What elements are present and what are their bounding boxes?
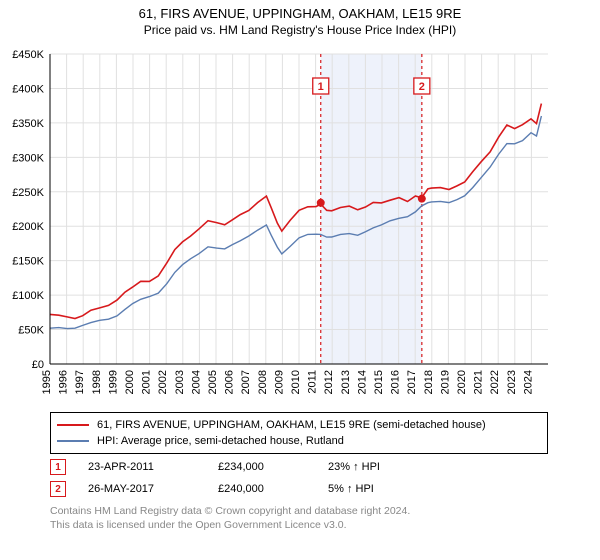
sale-date-1: 23-APR-2011 xyxy=(88,461,218,473)
svg-text:2009: 2009 xyxy=(273,370,285,394)
svg-text:2: 2 xyxy=(419,81,425,93)
svg-text:2020: 2020 xyxy=(456,370,468,394)
chart-area: £0 £50K £100K £150K £200K £250K £300K £350K £400… xyxy=(0,44,600,404)
svg-text:£300K: £300K xyxy=(12,152,44,164)
svg-text:2021: 2021 xyxy=(473,370,485,394)
svg-text:1: 1 xyxy=(318,81,324,93)
sale-diff-2: 5% ↑ HPI xyxy=(328,483,448,495)
svg-text:1997: 1997 xyxy=(74,370,86,394)
svg-text:2011: 2011 xyxy=(307,370,319,394)
svg-text:£50K: £50K xyxy=(18,325,44,337)
sale-price-1: £234,000 xyxy=(218,461,328,473)
svg-text:2008: 2008 xyxy=(257,370,269,394)
svg-text:2003: 2003 xyxy=(174,370,186,394)
title-line2: Price paid vs. HM Land Registry's House … xyxy=(0,23,600,37)
svg-text:2006: 2006 xyxy=(224,370,236,394)
svg-text:2017: 2017 xyxy=(406,370,418,394)
svg-text:1998: 1998 xyxy=(91,370,103,394)
svg-text:2022: 2022 xyxy=(489,370,501,394)
svg-text:2002: 2002 xyxy=(157,370,169,394)
svg-text:2024: 2024 xyxy=(522,370,534,394)
svg-text:2018: 2018 xyxy=(423,370,435,394)
svg-text:2013: 2013 xyxy=(340,370,352,394)
svg-text:2014: 2014 xyxy=(356,370,368,394)
legend-label-2: HPI: Average price, semi-detached house,… xyxy=(97,433,344,449)
svg-text:2001: 2001 xyxy=(141,370,153,394)
svg-text:2004: 2004 xyxy=(190,370,202,394)
svg-text:1999: 1999 xyxy=(107,370,119,394)
legend-swatch-1 xyxy=(57,424,89,426)
svg-text:£400K: £400K xyxy=(12,83,44,95)
svg-text:£100K: £100K xyxy=(12,290,44,302)
sale-row-2: 2 26-MAY-2017 £240,000 5% ↑ HPI xyxy=(50,478,548,500)
svg-text:1995: 1995 xyxy=(41,370,53,394)
legend-swatch-2 xyxy=(57,440,89,442)
svg-text:2010: 2010 xyxy=(290,370,302,394)
footer: Contains HM Land Registry data © Crown c… xyxy=(50,504,548,532)
svg-text:£450K: £450K xyxy=(12,49,44,61)
svg-text:1996: 1996 xyxy=(58,370,70,394)
footer-line1: Contains HM Land Registry data © Crown c… xyxy=(50,504,548,518)
svg-text:£250K: £250K xyxy=(12,187,44,199)
sale-date-2: 26-MAY-2017 xyxy=(88,483,218,495)
svg-text:£0: £0 xyxy=(32,359,44,371)
svg-text:£200K: £200K xyxy=(12,221,44,233)
title-line1: 61, FIRS AVENUE, UPPINGHAM, OAKHAM, LE15… xyxy=(0,6,600,21)
svg-text:2016: 2016 xyxy=(390,370,402,394)
svg-text:2007: 2007 xyxy=(240,370,252,394)
sale-marker-1: 1 xyxy=(50,459,66,475)
chart-titles: 61, FIRS AVENUE, UPPINGHAM, OAKHAM, LE15… xyxy=(0,0,600,37)
svg-text:2012: 2012 xyxy=(323,370,335,394)
sale-diff-1: 23% ↑ HPI xyxy=(328,461,448,473)
svg-text:2015: 2015 xyxy=(373,370,385,394)
svg-text:2019: 2019 xyxy=(439,370,451,394)
legend-label-1: 61, FIRS AVENUE, UPPINGHAM, OAKHAM, LE15… xyxy=(97,417,486,433)
chart-svg: £0 £50K £100K £150K £200K £250K £300K £350K £400… xyxy=(0,44,600,404)
legend-row-2: HPI: Average price, semi-detached house,… xyxy=(57,433,541,449)
footer-line2: This data is licensed under the Open Gov… xyxy=(50,518,548,532)
sale-price-2: £240,000 xyxy=(218,483,328,495)
svg-text:2000: 2000 xyxy=(124,370,136,394)
svg-text:£150K: £150K xyxy=(12,256,44,268)
sales-table: 1 23-APR-2011 £234,000 23% ↑ HPI 2 26-MA… xyxy=(50,456,548,500)
legend-box: 61, FIRS AVENUE, UPPINGHAM, OAKHAM, LE15… xyxy=(50,412,548,454)
svg-text:£350K: £350K xyxy=(12,118,44,130)
sale-marker-2: 2 xyxy=(50,481,66,497)
svg-text:2005: 2005 xyxy=(207,370,219,394)
sale-row-1: 1 23-APR-2011 £234,000 23% ↑ HPI xyxy=(50,456,548,478)
svg-text:2023: 2023 xyxy=(506,370,518,394)
legend-row-1: 61, FIRS AVENUE, UPPINGHAM, OAKHAM, LE15… xyxy=(57,417,541,433)
